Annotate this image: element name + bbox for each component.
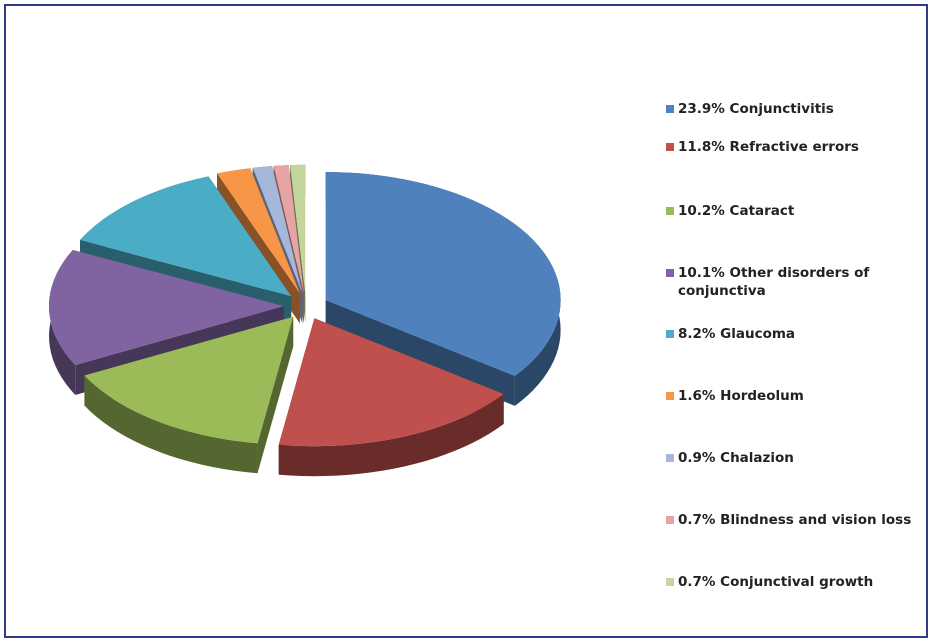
slice-top	[49, 249, 284, 365]
slice	[84, 316, 294, 474]
legend-value: 1.6%	[678, 388, 716, 404]
legend-label: Conjunctivitis	[729, 101, 834, 117]
legend-label: Cataract	[729, 203, 795, 219]
legend-value: 11.8%	[678, 139, 725, 155]
legend-label: Blindness and vision loss	[720, 512, 912, 528]
legend-item: 1.6% Hordeolum	[666, 387, 933, 405]
legend-swatch	[666, 516, 674, 524]
slice	[325, 172, 561, 406]
legend-item: 8.2% Glaucoma	[666, 325, 933, 343]
slice-top	[252, 166, 303, 293]
legend-item: 0.7% Conjunctival growth	[666, 573, 933, 591]
slice-top	[290, 164, 306, 293]
legend-value: 23.9%	[678, 101, 725, 117]
legend-swatch	[666, 578, 674, 586]
slice-top	[84, 316, 294, 444]
legend-value: 0.7%	[678, 512, 716, 528]
legend-item: 10.2% Cataract	[666, 202, 933, 220]
legend-value: 10.1%	[678, 265, 725, 281]
legend-swatch	[666, 269, 674, 277]
legend-swatch	[666, 143, 674, 151]
legend-value: 10.2%	[678, 203, 725, 219]
slice-side	[325, 300, 515, 406]
legend-label: Hordeolum	[720, 388, 804, 404]
legend-item: 0.9% Chalazion	[666, 449, 933, 467]
slice-side	[257, 316, 294, 474]
legend-item: 10.1% Other disorders of conjunctiva	[666, 264, 933, 300]
pie-chart	[49, 164, 561, 477]
legend-swatch	[666, 105, 674, 113]
slice-top	[325, 172, 561, 376]
slice-top	[217, 168, 300, 294]
legend-label: Chalazion	[720, 450, 794, 466]
legend-swatch	[666, 454, 674, 462]
legend-label: Other disorders of conjunctiva	[678, 265, 870, 299]
legend-value: 0.9%	[678, 450, 716, 466]
chart-frame: 23.9% Conjunctivitis 11.8% Refractive err…	[4, 4, 928, 638]
legend-value: 8.2%	[678, 326, 716, 342]
legend-label: Glaucoma	[720, 326, 796, 342]
slice	[278, 318, 504, 477]
legend-item: 11.8% Refractive errors	[666, 138, 933, 156]
slice-top	[278, 318, 504, 447]
legend-item: 0.7% Blindness and vision loss	[666, 511, 933, 529]
slice-top	[273, 165, 304, 293]
legend-item: 23.9% Conjunctivitis	[666, 100, 933, 118]
legend-value: 0.7%	[678, 574, 716, 590]
legend-swatch	[666, 207, 674, 215]
slice-side	[84, 375, 258, 474]
slice-side	[278, 394, 504, 477]
legend-label: Conjunctival growth	[720, 574, 874, 590]
legend-swatch	[666, 330, 674, 338]
legend-label: Refractive errors	[729, 139, 859, 155]
slice-top	[80, 176, 292, 297]
legend-swatch	[666, 392, 674, 400]
